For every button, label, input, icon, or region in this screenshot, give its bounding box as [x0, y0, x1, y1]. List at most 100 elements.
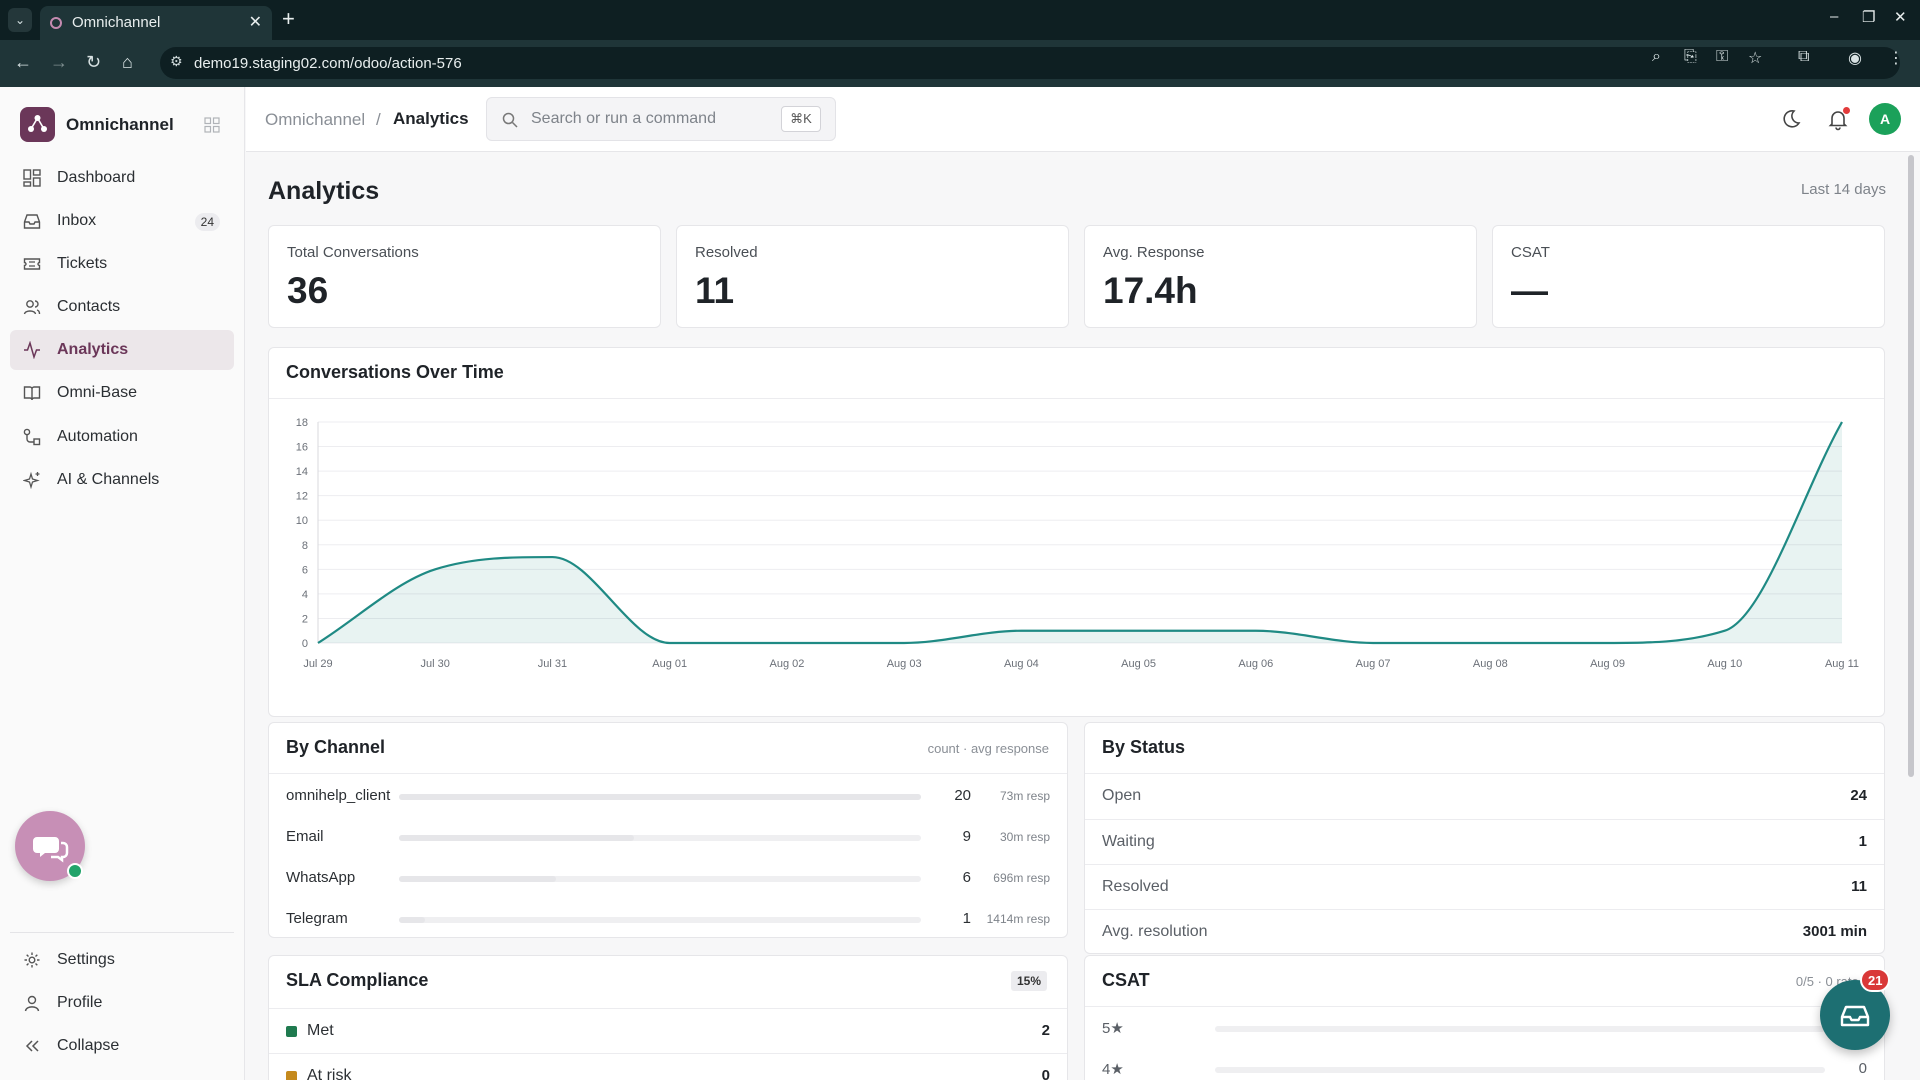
site-info-icon[interactable]: ⚙ — [170, 53, 183, 69]
address-bar[interactable]: ⚙ demo19.staging02.com/odoo/action-576 — [160, 47, 1900, 79]
sla-label: Met — [307, 1022, 334, 1039]
x-tick-label: Aug 10 — [1707, 658, 1742, 670]
sidebar-item-inbox[interactable]: Inbox 24 — [10, 201, 234, 241]
y-tick-label: 16 — [296, 442, 308, 454]
search-input[interactable] — [531, 108, 761, 130]
status-value: 24 — [1850, 787, 1867, 804]
search-shortcut-hint: ⌘K — [781, 106, 821, 132]
back-icon[interactable]: ← — [14, 52, 32, 72]
sidebar-item-tickets[interactable]: Tickets — [10, 244, 234, 284]
sidebar-item-analytics[interactable]: Analytics — [10, 330, 234, 370]
app-switcher-icon[interactable] — [204, 117, 220, 133]
channel-bar-fill — [399, 917, 426, 923]
sidebar-item-label: Automation — [57, 428, 138, 445]
date-range[interactable]: Last 14 days — [1800, 181, 1886, 198]
sidebar-item-settings[interactable]: Settings — [10, 940, 234, 980]
by-channel-card: By Channel count · avg response omnihelp… — [268, 722, 1068, 938]
y-tick-label: 14 — [296, 466, 308, 478]
collapse-icon — [25, 1040, 39, 1052]
list-item: 4★ 0 — [1085, 1049, 1884, 1080]
status-value: 1 — [1858, 833, 1867, 850]
inbox-icon — [23, 214, 41, 229]
table-row: Waiting 1 — [1085, 819, 1884, 864]
data-point — [785, 642, 788, 645]
sidebar-collapse-button[interactable]: Collapse — [10, 1026, 234, 1066]
breadcrumb-parent[interactable]: Omnichannel — [265, 110, 366, 129]
zoom-icon[interactable]: ⌕ — [1652, 48, 1661, 65]
card-title: By Channel — [286, 737, 386, 757]
sidebar-item-ai-channels[interactable]: AI & Channels — [10, 460, 234, 500]
inbox-tray-icon — [1840, 1005, 1870, 1027]
forward-icon[interactable]: → — [50, 52, 68, 72]
extensions-icon[interactable]: ⧉ — [1798, 48, 1810, 65]
account-icon[interactable]: ◉ — [1848, 50, 1862, 67]
data-point — [1137, 629, 1140, 632]
data-point — [1841, 421, 1844, 424]
card-divider — [269, 398, 1884, 399]
sidebar-item-contacts[interactable]: Contacts — [10, 287, 234, 327]
dark-mode-moon-icon[interactable] — [1779, 107, 1803, 131]
sidebar-item-dashboard[interactable]: Dashboard — [10, 158, 234, 198]
sla-label: At risk — [307, 1067, 352, 1080]
data-point — [1254, 629, 1257, 632]
inbox-fab-button[interactable]: 21 — [1820, 968, 1891, 1050]
rating-bar — [1215, 1067, 1825, 1073]
tab-search-dropdown[interactable]: ⌄ — [8, 8, 32, 32]
browser-tab-bar: ⌄ Omnichannel ✕ + – ❐ ✕ — [0, 0, 1920, 40]
sla-percent-badge: 15% — [1010, 971, 1047, 991]
table-row: Met 2 — [269, 1008, 1067, 1053]
brand-logo-icon — [20, 107, 55, 142]
x-tick-label: Aug 11 — [1825, 658, 1859, 670]
home-icon[interactable]: ⌂ — [122, 52, 133, 72]
browser-menu-icon[interactable]: ⋮ — [1888, 50, 1904, 67]
restore-icon[interactable]: ❐ — [1862, 9, 1876, 26]
kpi-card-avg-response: Avg. Response 17.4h — [1084, 225, 1477, 328]
book-icon — [23, 386, 41, 401]
table-row: At risk 0 — [269, 1053, 1067, 1080]
x-tick-label: Aug 08 — [1473, 658, 1508, 670]
channel-bar — [399, 917, 921, 923]
sidebar-item-automation[interactable]: Automation — [10, 417, 234, 457]
contacts-icon — [23, 300, 41, 315]
kpi-value: — — [1511, 270, 1548, 311]
table-row: Avg. resolution 3001 min — [1085, 909, 1884, 954]
data-point — [1723, 629, 1726, 632]
command-search[interactable]: ⌘K — [486, 97, 836, 141]
x-tick-label: Jul 29 — [303, 658, 332, 670]
reload-icon[interactable]: ↻ — [86, 52, 102, 72]
list-item: 5★ — [1085, 1008, 1884, 1048]
legend-swatch — [286, 1071, 297, 1080]
sidebar-item-profile[interactable]: Profile — [10, 983, 234, 1023]
breadcrumb-current: Analytics — [393, 109, 469, 128]
data-point — [1489, 642, 1492, 645]
kpi-label: Total Conversations — [287, 244, 419, 261]
new-tab-icon[interactable]: + — [282, 6, 295, 31]
browser-tab[interactable]: Omnichannel ✕ — [40, 6, 272, 40]
scrollbar[interactable] — [1908, 155, 1914, 777]
avatar[interactable]: A — [1869, 103, 1901, 135]
sidebar-item-label: Profile — [57, 994, 103, 1011]
channel-name: Email — [286, 828, 324, 845]
sidebar-item-label: Omni-Base — [57, 384, 138, 401]
password-key-icon[interactable]: ⚿ — [1716, 48, 1729, 65]
gear-icon — [24, 952, 40, 968]
brand-name: Omnichannel — [66, 115, 174, 134]
minimize-icon[interactable]: – — [1830, 8, 1839, 25]
bookmark-star-icon[interactable]: ☆ — [1748, 50, 1763, 67]
y-tick-label: 6 — [302, 564, 308, 576]
sidebar-item-label: AI & Channels — [57, 471, 160, 488]
data-point — [317, 642, 320, 645]
notifications-button[interactable] — [1826, 107, 1850, 131]
window-close-icon[interactable]: ✕ — [1894, 9, 1907, 26]
status-label: Resolved — [1102, 878, 1169, 895]
tab-close-icon[interactable]: ✕ — [248, 14, 262, 31]
sidebar-item-label: Analytics — [57, 341, 129, 358]
browser-toolbar: ← → ↻ ⌂ ⚙ demo19.staging02.com/odoo/acti… — [0, 40, 1920, 87]
kpi-label: CSAT — [1511, 244, 1550, 261]
install-app-icon[interactable]: ⎘ — [1684, 48, 1697, 65]
data-point — [434, 568, 437, 571]
kpi-label: Resolved — [695, 244, 758, 261]
live-chat-launcher[interactable] — [15, 811, 85, 881]
channel-name: omnihelp_client — [286, 787, 391, 804]
sidebar-item-omni-base[interactable]: Omni-Base — [10, 373, 234, 413]
